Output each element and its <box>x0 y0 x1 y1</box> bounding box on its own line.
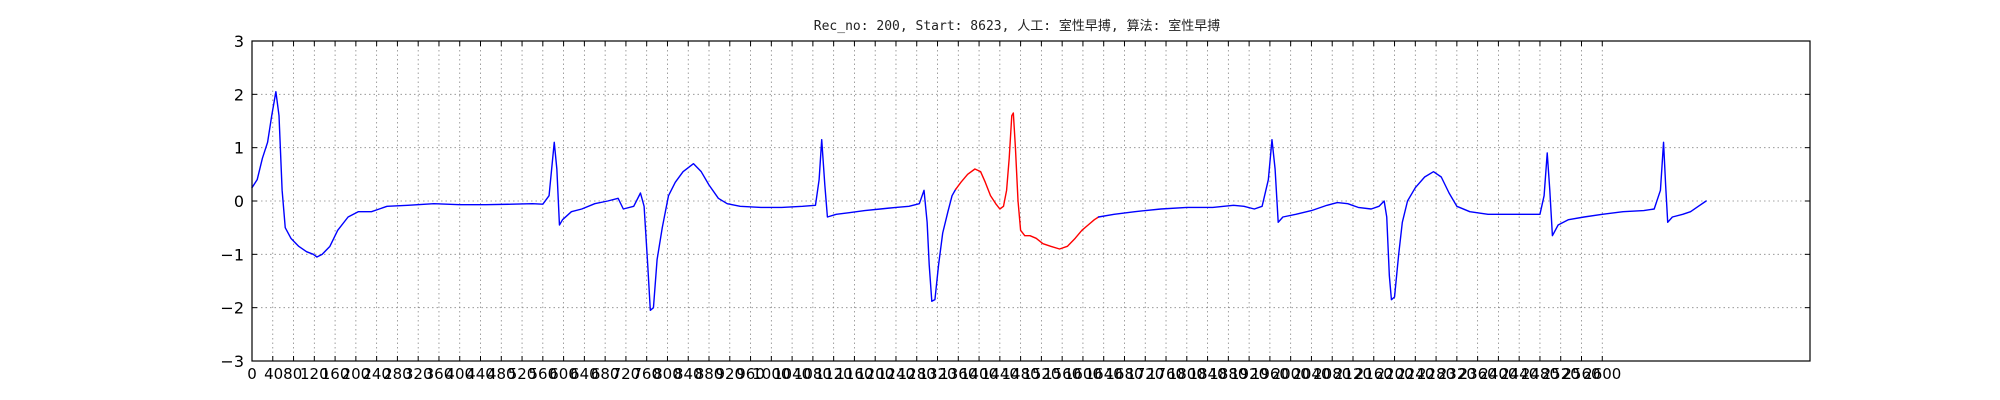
x-tick-label: 2240 <box>1396 365 1434 383</box>
x-tick-label: 1360 <box>939 365 977 383</box>
x-tick-label: 2000 <box>1272 365 1310 383</box>
x-tick-label: 520 <box>508 365 537 383</box>
x-tick-label: 1080 <box>794 365 832 383</box>
x-tick-label: 1440 <box>981 365 1019 383</box>
x-tick-label: 1600 <box>1064 365 1102 383</box>
x-tick-label: 2120 <box>1334 365 1372 383</box>
grid-lines <box>252 41 1810 361</box>
x-tick-label: 0 <box>247 365 257 383</box>
x-tick-label: 2440 <box>1500 365 1538 383</box>
x-tick-label: 600 <box>549 365 578 383</box>
ecg-series <box>251 90 1707 312</box>
x-tick-label: 1200 <box>856 365 894 383</box>
x-tick-label: 760 <box>632 365 661 383</box>
x-tick-label: 1840 <box>1188 365 1226 383</box>
x-tick-label: 1800 <box>1168 365 1206 383</box>
x-tick-label: 960 <box>736 365 765 383</box>
x-tick-label: 400 <box>445 365 474 383</box>
x-axis: 0 408012016020024028032036040044048052056… <box>247 41 1621 383</box>
y-tick-label: −1 <box>220 245 244 264</box>
x-tick-label: 360 <box>425 365 454 383</box>
x-tick-label: 2160 <box>1355 365 1393 383</box>
x-tick-label: 2520 <box>1542 365 1580 383</box>
x-tick-label: 1120 <box>815 365 853 383</box>
y-tick-label: 2 <box>234 85 244 104</box>
x-tick-label: 1280 <box>898 365 936 383</box>
x-tick-label: 1680 <box>1105 365 1143 383</box>
x-tick-label: 1520 <box>1022 365 1060 383</box>
x-tick-label: 280 <box>383 365 412 383</box>
ecg-segment-2 <box>955 112 1100 250</box>
x-tick-label: 1240 <box>877 365 915 383</box>
x-tick-label: 1560 <box>1043 365 1081 383</box>
x-tick-label: 1320 <box>918 365 956 383</box>
x-tick-label: 680 <box>591 365 620 383</box>
x-tick-label: 200 <box>342 365 371 383</box>
x-tick-label: 2080 <box>1313 365 1351 383</box>
x-tick-label: 240 <box>362 365 391 383</box>
x-tick-label: 1000 <box>752 365 790 383</box>
y-axis: −3 −2 −1 0 1 2 3 <box>220 32 1810 371</box>
x-tick-label: 160 <box>321 365 350 383</box>
x-tick-label: 840 <box>674 365 703 383</box>
ecg-segment-1 <box>251 90 957 312</box>
x-tick-label: 1920 <box>1230 365 1268 383</box>
x-tick-label: 2400 <box>1479 365 1517 383</box>
x-tick-label: 1400 <box>960 365 998 383</box>
x-tick-label: 2480 <box>1521 365 1559 383</box>
x-tick-label: 560 <box>529 365 558 383</box>
x-tick-label: 1960 <box>1251 365 1289 383</box>
x-tick-label: 880 <box>695 365 724 383</box>
x-tick-label: 320 <box>404 365 433 383</box>
x-tick-label: 440 <box>466 365 495 383</box>
x-tick-label: 1720 <box>1126 365 1164 383</box>
x-tick-label: 2280 <box>1417 365 1455 383</box>
y-tick-label: 3 <box>234 32 244 51</box>
x-tick-label: 1640 <box>1085 365 1123 383</box>
x-tick-label: 2040 <box>1292 365 1330 383</box>
x-tick-label: 480 <box>487 365 516 383</box>
y-tick-label: 0 <box>234 192 244 211</box>
y-tick-label: −2 <box>220 299 244 318</box>
x-tick-label: 120 <box>300 365 329 383</box>
x-tick-label: 1760 <box>1147 365 1185 383</box>
chart-title: Rec_no: 200, Start: 8623, 人工: 室性早搏, 算法: … <box>814 18 1220 34</box>
x-tick-label: 1480 <box>1002 365 1040 383</box>
y-tick-label: 1 <box>234 139 244 158</box>
x-tick-label: 2320 <box>1438 365 1476 383</box>
x-tick-label: 720 <box>612 365 641 383</box>
x-tick-label: 800 <box>653 365 682 383</box>
x-tick-label: 1160 <box>835 365 873 383</box>
y-tick-label: −3 <box>220 352 244 371</box>
x-tick-label: 2360 <box>1459 365 1497 383</box>
ecg-segment-3 <box>1097 138 1707 301</box>
x-tick-label: 920 <box>715 365 744 383</box>
x-tick-label: 2560 <box>1562 365 1600 383</box>
x-tick-label: 2600 <box>1583 365 1621 383</box>
x-tick-label: 640 <box>570 365 599 383</box>
x-tick-label: 1880 <box>1209 365 1247 383</box>
x-tick-label: 1040 <box>773 365 811 383</box>
x-tick-label: 2200 <box>1375 365 1413 383</box>
x-tick-label: 4080 <box>264 365 302 383</box>
